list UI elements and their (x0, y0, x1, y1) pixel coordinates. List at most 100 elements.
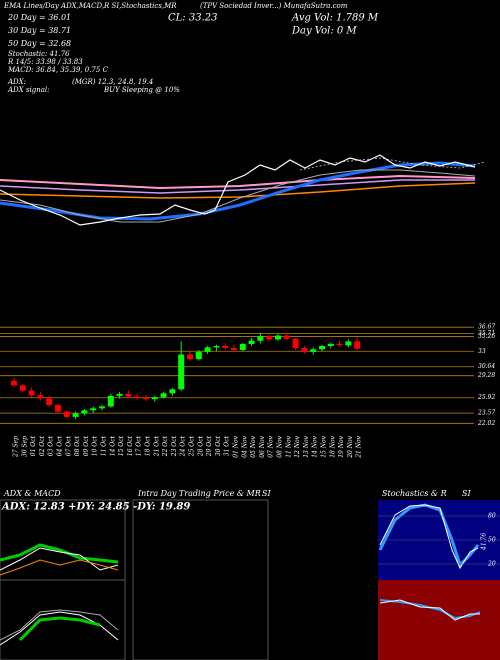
day-vol: Day Vol: 0 M (291, 26, 357, 37)
candle-body (310, 349, 317, 352)
level-label: 35.26 (478, 333, 495, 340)
date-label: 12 Nov (294, 435, 301, 457)
date-label: 27 Sep (13, 436, 20, 458)
candle-body (327, 344, 334, 346)
level-label: 35.71 (478, 330, 495, 337)
date-label: 04 Oct (57, 435, 64, 456)
candle-body (99, 406, 105, 409)
candle-body (63, 411, 70, 417)
date-label: 21 Oct (153, 435, 160, 457)
level-label: 25.92 (477, 394, 495, 401)
candle-body (134, 396, 141, 398)
y-tick-label: 80 (488, 513, 496, 520)
candle-body (125, 393, 132, 397)
adx-values: ADX: 12.83 +DY: 24.85 -DY: 19.89 (1, 502, 190, 513)
date-label: 20 Nov (347, 435, 354, 458)
level-label: 23.57 (477, 410, 495, 417)
date-label: 22 Oct (162, 435, 169, 457)
candle-body (19, 385, 26, 391)
candle-body (151, 397, 158, 400)
candle-body (239, 344, 246, 350)
candle-body (292, 338, 299, 348)
level-label: 36.67 (478, 324, 495, 331)
date-label: 28 Oct (197, 435, 204, 457)
candle-body (301, 347, 308, 352)
y-tick-label: 20 (487, 561, 496, 568)
candle-body (345, 341, 352, 346)
date-label: 17 Oct (136, 435, 143, 456)
candle-body (37, 395, 44, 399)
date-label: 05 Nov (250, 435, 257, 457)
ma-label: 50 Day = 32.68 (8, 39, 71, 48)
date-label: 18 Nov (329, 435, 336, 457)
panel-title: Intra Day Trading Price & MR (137, 489, 261, 498)
panel-title: SI (262, 489, 271, 498)
level-label: 33 (478, 348, 486, 355)
date-label: 16 Oct (127, 435, 134, 456)
candle-body (319, 346, 325, 350)
stoch-value: 41.76 (481, 533, 488, 551)
candle-body (283, 335, 290, 339)
date-label: 14 Oct (109, 435, 116, 456)
candle-body (204, 347, 211, 352)
date-label: 29 Oct (206, 435, 213, 457)
candle-body (55, 405, 61, 412)
date-label: 11 Oct (101, 435, 108, 456)
date-label: 01 Oct (30, 435, 37, 456)
date-label: 31 Oct (224, 435, 231, 456)
date-label: 24 Oct (180, 435, 187, 457)
stat: MACD: 36.84, 35.39, 0.75 C (7, 66, 109, 74)
candle-body (213, 346, 220, 348)
date-label: 07 Oct (65, 435, 72, 456)
date-label: 13 Nov (303, 435, 310, 457)
candle-body (231, 347, 237, 350)
date-label: 09 Oct (83, 435, 90, 456)
level-label: 22.02 (477, 420, 495, 427)
candle-body (28, 390, 35, 396)
candle-body (248, 340, 255, 345)
candle-body (116, 393, 123, 396)
panel-title: Stochastics & R (382, 489, 447, 498)
date-label: 08 Nov (277, 435, 284, 457)
candle-body (178, 354, 185, 390)
candle-body (107, 395, 114, 407)
close: CL: 33.23 (168, 13, 217, 24)
level-label: 30.64 (478, 363, 495, 370)
avg-vol: Avg Vol: 1.789 M (291, 13, 379, 24)
candle-body (72, 413, 79, 417)
stat: R 14/5: 33.98 / 33.83 (7, 58, 83, 66)
level-label: 29.28 (477, 372, 495, 379)
date-label: 18 Oct (145, 435, 152, 456)
candle-body (257, 336, 264, 341)
candle-body (81, 410, 88, 414)
date-label: 02 Oct (39, 435, 46, 456)
candle-body (266, 336, 273, 340)
date-label: 04 Nov (241, 435, 248, 457)
date-label: 30 Sep (21, 436, 28, 457)
candle-body (187, 354, 193, 360)
date-label: 25 Oct (189, 435, 196, 457)
candle-body (354, 341, 361, 349)
ma-label: 30 Day = 38.71 (8, 26, 71, 35)
adx-signal: ADX signal: (7, 86, 49, 94)
stat: Stochastic: 41.76 (8, 50, 70, 58)
panel-title: ADX & MACD (3, 489, 61, 498)
date-label: 14 Nov (312, 435, 319, 457)
ma-lines (0, 154, 486, 226)
candle-body (11, 380, 17, 386)
panel-title: SI (462, 489, 471, 498)
date-label: 23 Oct (171, 435, 178, 457)
adx: ADX: (7, 78, 26, 86)
date-label: 30 Oct (215, 435, 222, 456)
indicator-list: EMA Lines/Day ADX,MACD,R SI,Stochastics,… (3, 2, 177, 10)
date-label: 15 Nov (321, 435, 328, 457)
date-label: 07 Nov (268, 435, 275, 457)
date-label: 08 Oct (74, 435, 81, 456)
y-tick-label: 50 (488, 537, 496, 544)
candle-body (222, 346, 229, 348)
candle-body (90, 408, 97, 411)
date-label: 21 Nov (356, 435, 363, 458)
candle-body (275, 335, 281, 340)
